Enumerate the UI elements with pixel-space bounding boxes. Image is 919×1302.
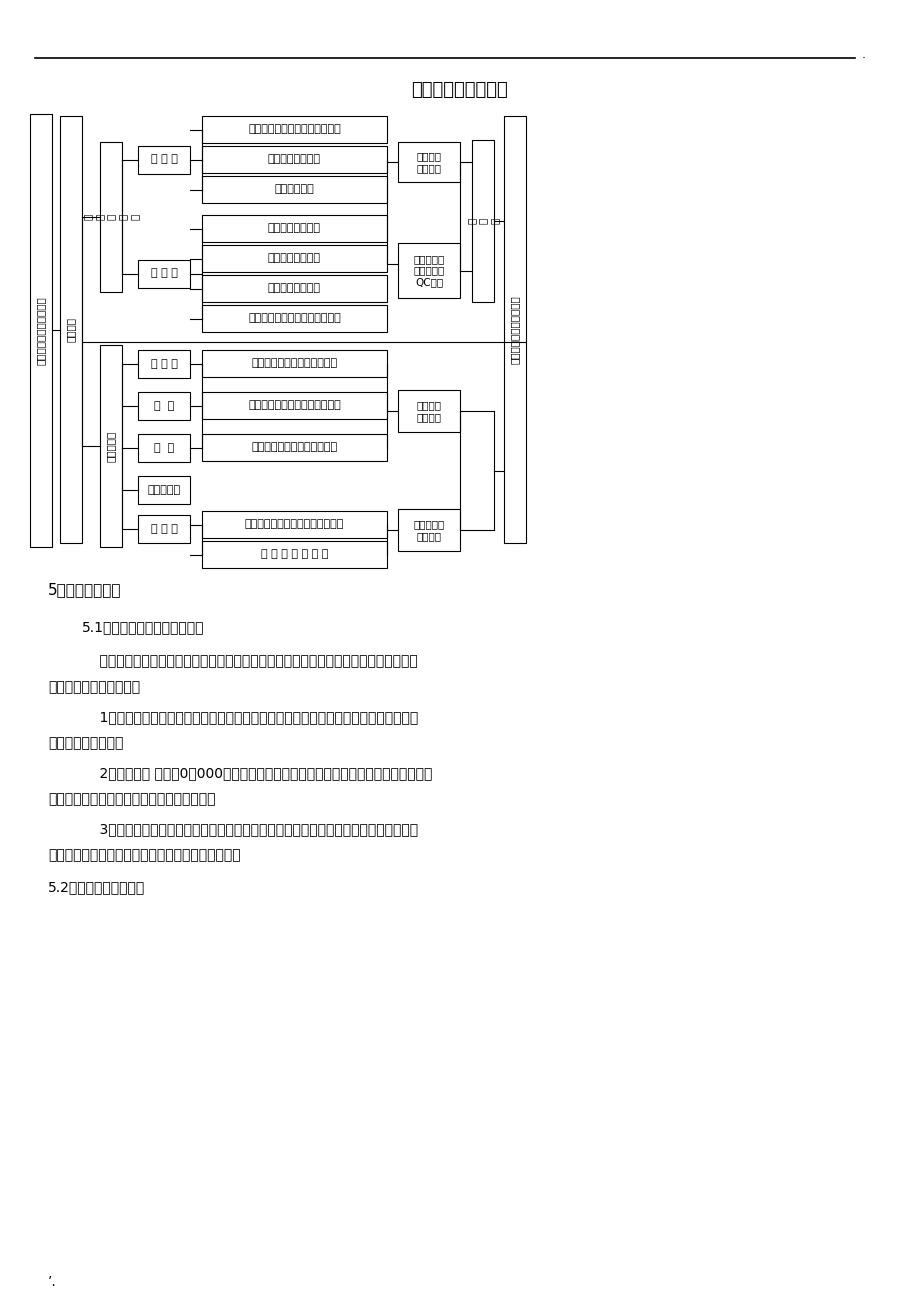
Bar [202,116,387,143]
Bar [202,146,387,173]
Text: 项目经理: 项目经理 [66,316,76,342]
Text: 确定质量检验标准: 确定质量检验标准 [267,284,321,293]
Text: 1、轴线控制：在施工前，将轴线引出管道基槽外控制点上，并以此为基准进行基槽及: 1、轴线控制：在施工前，将轴线引出管道基槽外控制点上，并以此为基准进行基槽及 [82,710,418,724]
Text: 明确质量重点，掌握操作规程: 明确质量重点，掌握操作规程 [251,443,337,453]
Text: 确定各类施工方案: 确定各类施工方案 [267,155,321,164]
Text: 的准确性，具体做法是：: 的准确性，具体做法是： [48,680,140,694]
Bar [30,115,52,547]
Text: 确定施工工艺: 确定施工工艺 [275,185,314,194]
Bar [398,142,460,182]
Bar [202,275,387,302]
Text: 资
料
员: 资 料 员 [466,217,499,224]
Text: 加强验收采
用合格品: 加强验收采 用合格品 [413,519,444,540]
Bar [202,392,387,419]
Text: 熟悉施工工艺，了解质量标准: 熟悉施工工艺，了解质量标准 [251,358,337,368]
Text: 总工程师、总技术负责人: 总工程师、总技术负责人 [36,296,46,365]
Text: 根据项目要求制订技术质量措施: 根据项目要求制订技术质量措施 [248,125,341,134]
Bar [138,392,190,421]
Bar [202,245,387,272]
Text: 确立项目质量目标: 确立项目质量目标 [267,224,321,233]
Text: 灌  砌: 灌 砌 [153,443,174,453]
Text: ’.: ’. [48,1275,57,1289]
Text: 保 证 材 料 的 质 量: 保 证 材 料 的 质 量 [260,549,328,560]
Text: 5.1、严格控制轴线和标高措施: 5.1、严格控制轴线和标高措施 [82,620,204,634]
Bar [138,259,190,288]
Bar [100,345,122,547]
Bar [504,116,526,543]
Text: .: . [861,48,865,61]
Text: 技 术 员: 技 术 员 [151,155,177,164]
Text: 3、垂直度控制：用重磅垂球引垂直度，并用经纬仪控制。定专人、定仪器负责此项工: 3、垂直度控制：用重磅垂球引垂直度，并用经纬仪控制。定专人、定仪器负责此项工 [82,822,417,836]
Text: 确定质量管理重点（分部分项）: 确定质量管理重点（分部分项） [248,314,341,323]
Text: 复核验收
反馈信息: 复核验收 反馈信息 [416,151,441,173]
Text: 加强项目的过程质量管理: 加强项目的过程质量管理 [509,296,519,363]
Text: 确保结构构件、半成品件质量标准: 确保结构构件、半成品件质量标准 [244,519,344,530]
Text: 设备基础轴线放样。: 设备基础轴线放样。 [48,736,123,750]
Bar [138,477,190,504]
Bar [138,434,190,462]
Text: 树立质量第一，预防为主的思想: 树立质量第一，预防为主的思想 [248,401,341,410]
Text: 作。特别是设备的垂直度，以及天线支架的垂直度。: 作。特别是设备的垂直度，以及天线支架的垂直度。 [48,848,241,862]
Text: 专职验收中
间控制开展
QC活动: 专职验收中 间控制开展 QC活动 [413,254,444,288]
Bar [202,542,387,568]
Text: 质 量 员: 质 量 员 [151,523,177,534]
Bar [60,116,82,543]
Bar [398,391,460,432]
Text: 施 工 员: 施 工 员 [151,359,177,368]
Bar [138,516,190,543]
Text: 2、标高控制 确认士0．000后，以此为基站进行设备基础的高层控制，以免基础设备: 2、标高控制 确认士0．000后，以此为基站进行设备基础的高层控制，以免基础设备 [82,766,432,780]
Text: 质 量 员: 质 量 员 [151,268,177,279]
Text: 5.2、健全质保体系措施: 5.2、健全质保体系措施 [48,880,145,894]
Text: 翻  样: 翻 样 [153,401,174,411]
Bar [398,243,460,298]
Text: 工程质量保证体系表: 工程质量保证体系表 [411,81,508,99]
Text: 5、质量控制手段: 5、质量控制手段 [48,582,121,598]
Bar [202,510,387,538]
Bar [471,141,494,302]
Text: 技
术
负
责
从: 技 术 负 责 从 [83,214,139,220]
Bar [100,142,122,292]
Bar [202,176,387,203]
Bar [202,305,387,332]
Text: 自检互检
管理互检: 自检互检 管理互检 [416,400,441,422]
Text: 水电施工员: 水电施工员 [147,486,180,495]
Text: 确立操作技术规定: 确立操作技术规定 [267,254,321,263]
Bar [138,350,190,378]
Text: 项目副经理: 项目副经理 [106,431,116,462]
Text: 过低，导致被水侵，基础高度用钉卷尺丈量。: 过低，导致被水侵，基础高度用钉卷尺丈量。 [48,792,215,806]
Bar [202,434,387,461]
Bar [202,215,387,242]
Bar [202,350,387,378]
Text: 对轴线、标高测设，垂直控制要认真严格管理，及时复核，以确保轴线、标高、垂直度: 对轴线、标高测设，垂直控制要认真严格管理，及时复核，以确保轴线、标高、垂直度 [82,654,417,668]
Bar [398,509,460,551]
Bar [138,146,190,173]
